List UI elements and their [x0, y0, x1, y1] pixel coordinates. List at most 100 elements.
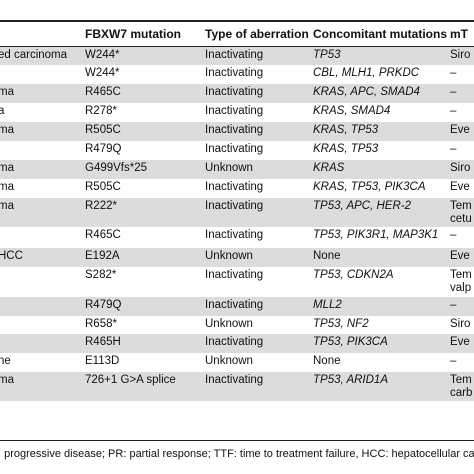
header-mt: mT	[450, 27, 468, 41]
concomitant-mutations-cell: KRAS, TP53, PIK3CA	[313, 181, 426, 193]
header-type-of-aberration: Type of aberration	[205, 27, 309, 41]
table-row: R465H Inactivating TP53, PIK3CA Eve	[0, 334, 474, 353]
mt-cell: Eve	[450, 124, 470, 136]
table-header-rule	[0, 46, 474, 47]
aberration-type-cell: Inactivating	[205, 229, 264, 241]
aberration-type-cell: Inactivating	[205, 124, 264, 136]
fbxw7-mutation-cell: G499Vfs*25	[85, 162, 148, 174]
fbxw7-mutation-cell: R479Q	[85, 143, 122, 155]
aberration-type-cell: Inactivating	[205, 67, 264, 79]
table-row: ma G499Vfs*25 Unknown KRAS Siro	[0, 160, 474, 179]
mt-cell: Siro	[450, 49, 471, 61]
row-label-cell: ma	[0, 162, 14, 174]
table-row: R479Q Inactivating KRAS, TP53 –	[0, 141, 474, 160]
aberration-type-cell: Inactivating	[205, 49, 264, 61]
header-fbxw7-mutation: FBXW7 mutation	[85, 27, 181, 41]
aberration-type-cell: Unknown	[205, 318, 253, 330]
concomitant-mutations-cell: TP53, ARID1A	[313, 374, 388, 386]
concomitant-mutations-cell: None	[313, 355, 341, 367]
fbxw7-mutation-cell: R479Q	[85, 299, 122, 311]
mt-cell: Siro	[450, 318, 471, 330]
row-label-cell: HCC	[0, 250, 23, 262]
fbxw7-mutation-cell: R465C	[85, 86, 121, 98]
table-row: S282* Inactivating TP53, CDKN2A Tem valp	[0, 267, 474, 297]
fbxw7-mutation-cell: W244*	[85, 67, 120, 79]
row-label-cell: ne	[0, 355, 11, 367]
fbxw7-mutation-cell: R505C	[85, 124, 121, 136]
mt-cell: –	[450, 355, 457, 367]
aberration-type-cell: Inactivating	[205, 374, 264, 386]
concomitant-mutations-cell: TP53	[313, 49, 341, 61]
mt-cell-line2: carb	[450, 387, 473, 399]
table-top-rule	[0, 20, 474, 22]
table-row: R465C Inactivating TP53, PIK3R1, MAP3K1–	[0, 227, 474, 248]
fbxw7-mutation-cell: E113D	[85, 355, 120, 367]
aberration-type-cell: Unknown	[205, 162, 253, 174]
aberration-type-cell: Unknown	[205, 250, 253, 262]
mt-cell: Tem	[450, 200, 472, 212]
aberration-type-cell: Inactivating	[205, 336, 264, 348]
concomitant-mutations-cell: TP53, APC, HER-2	[313, 200, 411, 212]
mt-cell: –	[450, 299, 457, 311]
table-row: R658* Unknown TP53, NF2 Siro	[0, 316, 474, 334]
concomitant-mutations-cell: None	[313, 250, 341, 262]
table-row: ma R465C Inactivating KRAS, APC, SMAD4 –	[0, 84, 474, 103]
table-row: ma R222* Inactivating TP53, APC, HER-2 Tem ce…	[0, 198, 474, 227]
aberration-type-cell: Inactivating	[205, 200, 264, 212]
fbxw7-mutation-cell: R465H	[85, 336, 121, 348]
table-row: ma R505C Inactivating KRAS, TP53 Eve	[0, 122, 474, 141]
mt-cell: Tem	[450, 374, 472, 386]
concomitant-mutations-cell: TP53, NF2	[313, 318, 369, 330]
mt-cell: Siro	[450, 162, 471, 174]
row-label-cell: ma	[0, 86, 14, 98]
fbxw7-mutation-cell: R222*	[85, 200, 117, 212]
mt-cell: Eve	[450, 250, 470, 262]
concomitant-mutations-cell: KRAS, SMAD4	[313, 105, 391, 117]
mt-cell: –	[450, 67, 457, 79]
concomitant-mutations-cell: MLL2	[313, 299, 342, 311]
row-label-cell: ed carcinoma	[0, 49, 68, 61]
table-row: W244* Inactivating CBL, MLH1, PRKDC –	[0, 65, 474, 84]
table-row: ma R505C Inactivating KRAS, TP53, PIK3CA Eve	[0, 179, 474, 198]
concomitant-mutations-cell: KRAS, TP53	[313, 124, 379, 136]
row-label-cell: ma	[0, 124, 14, 136]
aberration-type-cell: Inactivating	[205, 86, 264, 98]
mt-cell: Eve	[450, 181, 470, 193]
table-bottom-rule	[0, 440, 474, 441]
aberration-type-cell: Inactivating	[205, 181, 264, 193]
table-row: ne E113D Unknown None –	[0, 353, 474, 372]
aberration-type-cell: Unknown	[205, 355, 253, 367]
concomitant-mutations-cell: TP53, PIK3R1, MAP3K1	[313, 229, 439, 241]
mt-cell: –	[450, 229, 457, 241]
fbxw7-mutation-cell: R465C	[85, 229, 121, 241]
fbxw7-mutation-cell: R278*	[85, 105, 117, 117]
table-row: a R278* Inactivating KRAS, SMAD4 –	[0, 103, 474, 122]
concomitant-mutations-cell: CBL, MLH1, PRKDC	[313, 67, 420, 79]
concomitant-mutations-cell: KRAS, TP53	[313, 143, 379, 155]
mt-cell: –	[450, 143, 457, 155]
concomitant-mutations-cell: KRAS, APC, SMAD4	[313, 86, 420, 98]
fbxw7-mutation-cell: S282*	[85, 269, 117, 281]
fbxw7-mutation-cell: E192A	[85, 250, 120, 262]
row-label-cell: a	[0, 105, 5, 117]
table-footnote: : progressive disease; PR: partial respo…	[0, 448, 474, 460]
header-concomitant-mutations: Concomitant mutations	[313, 27, 447, 41]
mt-cell-line2: valp	[450, 282, 472, 294]
concomitant-mutations-cell: KRAS	[313, 162, 345, 174]
table-body: ed carcinoma W244* Inactivating TP53 Siro W24…	[0, 47, 474, 401]
aberration-type-cell: Inactivating	[205, 105, 264, 117]
mt-cell: –	[450, 86, 457, 98]
fbxw7-mutation-cell: 726+1 G>A splice	[85, 374, 176, 386]
row-label-cell: ma	[0, 200, 14, 212]
row-label-cell: ma	[0, 181, 14, 193]
table-row: R479Q Inactivating MLL2 –	[0, 297, 474, 316]
mt-cell: Eve	[450, 336, 470, 348]
fbxw7-mutation-cell: R505C	[85, 181, 121, 193]
concomitant-mutations-cell: TP53, PIK3CA	[313, 336, 388, 348]
concomitant-mutations-cell: TP53, CDKN2A	[313, 269, 394, 281]
mt-cell: –	[450, 105, 457, 117]
fbxw7-mutation-cell: R658*	[85, 318, 117, 330]
table-row: ed carcinoma W244* Inactivating TP53 Siro	[0, 47, 474, 65]
aberration-type-cell: Inactivating	[205, 299, 264, 311]
table-header: FBXW7 mutation Type of aberration Concom…	[0, 24, 474, 46]
